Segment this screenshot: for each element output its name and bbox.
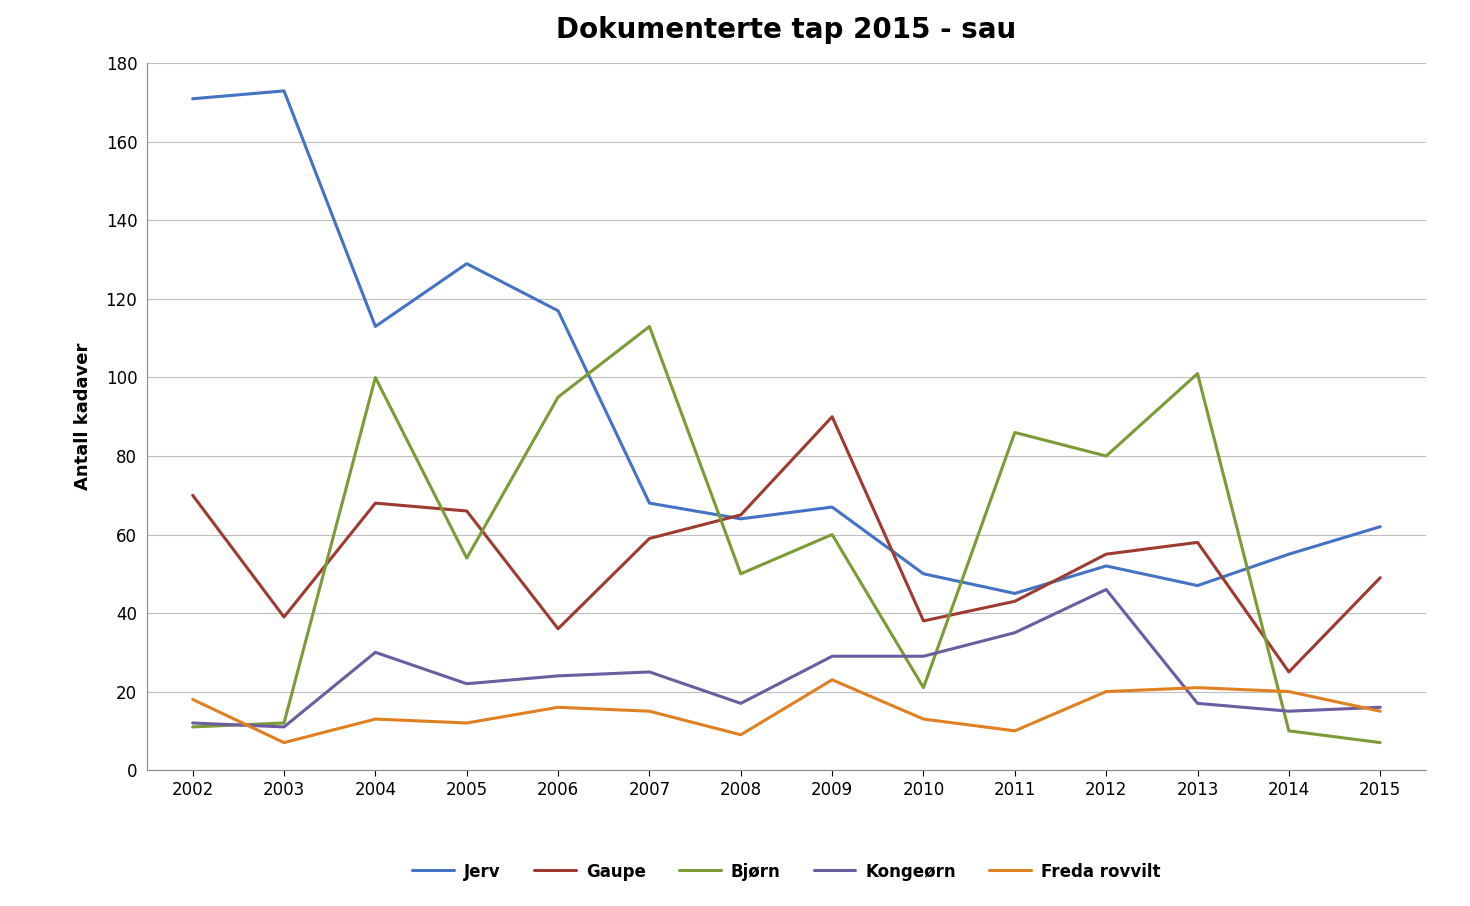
Bjørn	[732, 568, 750, 579]
Kongeørn	[184, 718, 201, 728]
Kongeørn	[1280, 706, 1298, 717]
Bjørn	[184, 721, 201, 732]
Bjørn	[366, 372, 384, 383]
Line: Freda rovvilt: Freda rovvilt	[193, 680, 1380, 743]
Freda rovvilt	[732, 729, 750, 740]
Gaupe	[914, 615, 932, 626]
Freda rovvilt	[1280, 686, 1298, 697]
Jerv	[1005, 588, 1023, 599]
Kongeørn	[1097, 584, 1114, 595]
Bjørn	[459, 553, 476, 564]
Kongeørn	[366, 647, 384, 658]
Gaupe	[1189, 537, 1207, 548]
Freda rovvilt	[823, 674, 841, 685]
Gaupe	[1005, 596, 1023, 607]
Y-axis label: Antall kadaver: Antall kadaver	[74, 343, 91, 490]
Jerv	[732, 514, 750, 525]
Freda rovvilt	[184, 694, 201, 705]
Jerv	[366, 321, 384, 332]
Gaupe	[184, 490, 201, 501]
Kongeørn	[1005, 627, 1023, 638]
Jerv	[184, 93, 201, 104]
Freda rovvilt	[1097, 686, 1114, 697]
Line: Kongeørn: Kongeørn	[193, 590, 1380, 727]
Jerv	[1280, 549, 1298, 560]
Kongeørn	[914, 651, 932, 661]
Freda rovvilt	[914, 714, 932, 725]
Gaupe	[1280, 667, 1298, 678]
Jerv	[459, 258, 476, 269]
Line: Jerv: Jerv	[193, 91, 1380, 593]
Bjørn	[550, 391, 567, 402]
Jerv	[1097, 561, 1114, 572]
Freda rovvilt	[550, 702, 567, 713]
Jerv	[914, 568, 932, 579]
Kongeørn	[275, 721, 293, 732]
Gaupe	[550, 623, 567, 634]
Title: Dokumenterte tap 2015 - sau: Dokumenterte tap 2015 - sau	[556, 16, 1017, 44]
Bjørn	[914, 682, 932, 693]
Line: Bjørn: Bjørn	[193, 326, 1380, 743]
Legend: Jerv, Gaupe, Bjørn, Kongeørn, Freda rovvilt: Jerv, Gaupe, Bjørn, Kongeørn, Freda rovv…	[406, 856, 1167, 888]
Bjørn	[275, 718, 293, 728]
Gaupe	[366, 497, 384, 508]
Freda rovvilt	[1005, 726, 1023, 737]
Freda rovvilt	[275, 737, 293, 748]
Gaupe	[732, 509, 750, 520]
Freda rovvilt	[366, 714, 384, 725]
Bjørn	[1372, 737, 1389, 748]
Kongeørn	[1189, 698, 1207, 708]
Bjørn	[1097, 450, 1114, 461]
Gaupe	[1097, 549, 1114, 560]
Kongeørn	[1372, 702, 1389, 713]
Gaupe	[823, 411, 841, 422]
Jerv	[1189, 580, 1207, 591]
Jerv	[550, 305, 567, 316]
Kongeørn	[823, 651, 841, 661]
Jerv	[823, 502, 841, 513]
Gaupe	[641, 533, 659, 544]
Kongeørn	[641, 667, 659, 678]
Freda rovvilt	[1189, 682, 1207, 693]
Bjørn	[823, 529, 841, 540]
Jerv	[641, 497, 659, 508]
Freda rovvilt	[1372, 706, 1389, 717]
Freda rovvilt	[641, 706, 659, 717]
Jerv	[275, 85, 293, 96]
Gaupe	[275, 612, 293, 622]
Kongeørn	[732, 698, 750, 708]
Bjørn	[1280, 726, 1298, 737]
Kongeørn	[550, 670, 567, 681]
Jerv	[1372, 521, 1389, 532]
Bjørn	[1189, 368, 1207, 379]
Line: Gaupe: Gaupe	[193, 417, 1380, 672]
Freda rovvilt	[459, 718, 476, 728]
Kongeørn	[459, 679, 476, 689]
Bjørn	[641, 321, 659, 332]
Gaupe	[1372, 573, 1389, 583]
Bjørn	[1005, 427, 1023, 438]
Gaupe	[459, 506, 476, 516]
